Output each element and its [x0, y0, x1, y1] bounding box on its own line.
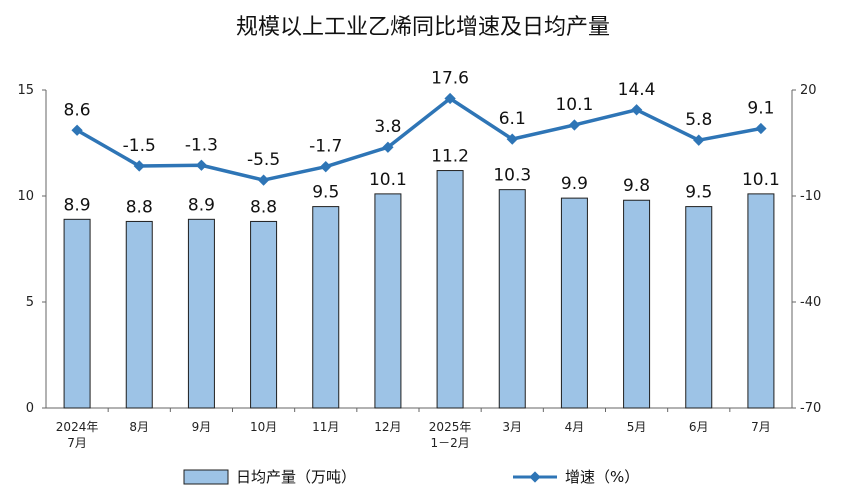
bar-series	[63, 170, 775, 409]
growth-point-label: -1.7	[309, 137, 342, 157]
growth-point-label: 9.1	[747, 99, 774, 119]
growth-point-label: -5.5	[247, 150, 280, 170]
line-series	[71, 92, 767, 186]
growth-point	[133, 160, 145, 172]
growth-line	[75, 96, 763, 182]
production-bar-label: 9.5	[312, 183, 339, 203]
production-bar	[623, 199, 651, 409]
production-bar	[374, 193, 402, 409]
x-axis-category-line: 3月	[502, 420, 522, 434]
right-axis-tick-label: 20	[800, 83, 817, 98]
legend-line-marker	[529, 471, 541, 483]
production-bar-label: 10.3	[493, 166, 531, 186]
x-axis-category-label: 7月	[751, 420, 771, 434]
production-bar	[250, 220, 278, 409]
axes: 0 5 10 15 -70 -40 -10 20 2024年 7月 8月 9月 10月 11月 12月 202…	[17, 83, 821, 450]
growth-point-label: 6.1	[499, 109, 526, 129]
right-axis-tick-label: -10	[800, 189, 821, 204]
x-axis-category-label: 5月	[627, 420, 647, 434]
legend-bar-swatch	[183, 469, 229, 485]
growth-point	[630, 104, 643, 116]
production-bar	[187, 218, 215, 409]
right-axis-tick-label: -70	[800, 401, 821, 416]
growth-point	[320, 161, 332, 173]
growth-point-label: 10.1	[555, 95, 593, 115]
x-axis-category-label: 12月	[374, 420, 401, 434]
x-axis-category-line: 7月	[751, 420, 771, 434]
x-axis-category-line: 5月	[627, 420, 647, 434]
production-bar	[747, 193, 775, 409]
growth-point	[693, 134, 705, 146]
legend-bar-label: 日均产量（万吨）	[236, 468, 356, 486]
growth-point	[506, 133, 518, 145]
x-axis-category-label: 4月	[565, 420, 585, 434]
production-bar	[125, 220, 153, 409]
left-axis-tick-label: 0	[26, 401, 34, 416]
data-labels: 8.9 8.8 8.9 8.8 9.5 10.1 11.2 10.3 9.9 9.8 9.5 10.1…	[64, 68, 780, 217]
left-axis-tick-label: 15	[17, 83, 34, 98]
production-bar-label: 9.8	[623, 176, 650, 196]
growth-point-label: -1.5	[123, 136, 156, 156]
x-axis-category-line: 1－2月	[430, 436, 469, 450]
production-bar	[63, 218, 91, 409]
x-axis-category-line: 9月	[192, 420, 212, 434]
x-axis-category-label: 3月	[502, 420, 522, 434]
x-axis-category-label: 8月	[129, 420, 149, 434]
legend-line-label: 增速（%）	[565, 468, 639, 486]
production-bar-label: 8.8	[250, 197, 277, 217]
x-axis-category-label: 10月	[250, 420, 277, 434]
growth-point-label: -1.3	[185, 135, 218, 155]
x-axis-category-line: 2024年	[56, 420, 99, 434]
production-bar	[498, 189, 526, 409]
growth-point	[755, 122, 767, 135]
x-axis-category-line: 6月	[689, 420, 709, 434]
production-bar	[560, 197, 588, 409]
production-bar-label: 9.9	[561, 174, 588, 194]
x-axis-category-label: 9月	[192, 420, 212, 434]
growth-point	[382, 141, 394, 153]
x-axis-category-line: 7月	[67, 436, 87, 450]
production-bar-label: 9.5	[685, 183, 712, 203]
growth-point	[257, 174, 270, 186]
production-bar-label: 11.2	[431, 147, 469, 167]
production-bar-label: 8.9	[188, 195, 215, 215]
production-bar-label: 8.8	[126, 197, 153, 217]
growth-point-label: 17.6	[431, 68, 469, 88]
growth-point-label: 8.6	[64, 100, 91, 120]
x-axis-category-label: 2025年 1－2月	[429, 420, 472, 450]
growth-point	[195, 159, 208, 171]
left-axis-tick-label: 10	[17, 189, 34, 204]
production-bar-label: 10.1	[369, 170, 407, 190]
x-axis-category-line: 8月	[129, 420, 149, 434]
production-bar	[312, 206, 340, 409]
production-bar	[685, 206, 713, 409]
growth-point-label: 3.8	[374, 117, 401, 137]
right-axis-tick-label: -40	[800, 295, 821, 310]
chart-title: 规模以上工业乙烯同比增速及日均产量	[236, 15, 610, 40]
left-axis-tick-label: 5	[26, 295, 34, 310]
production-bar	[436, 170, 464, 409]
growth-point-label: 5.8	[685, 110, 712, 130]
x-axis-category-label: 11月	[312, 420, 339, 434]
production-bar-label: 10.1	[742, 170, 780, 190]
legend: 日均产量（万吨） 增速（%）	[183, 468, 639, 486]
x-axis-category-line: 11月	[312, 420, 339, 434]
x-axis-category-line: 2025年	[429, 420, 472, 434]
x-axis-category-line: 12月	[374, 420, 401, 434]
growth-point-label: 14.4	[618, 80, 656, 100]
x-axis-category-label: 2024年 7月	[56, 420, 99, 450]
production-bar-label: 8.9	[64, 195, 91, 215]
x-axis-category-line: 10月	[250, 420, 277, 434]
x-axis-category-label: 6月	[689, 420, 709, 434]
growth-point	[568, 119, 581, 131]
x-axis-category-line: 4月	[565, 420, 585, 434]
